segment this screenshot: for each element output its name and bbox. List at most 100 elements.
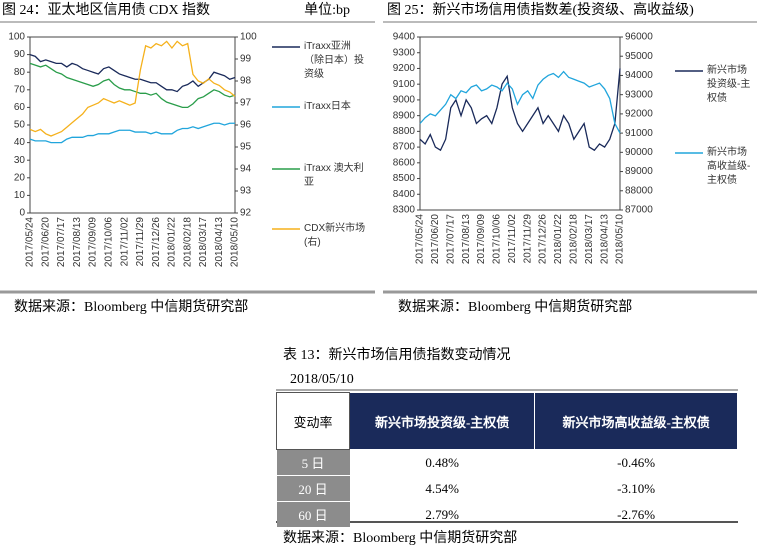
x-tick-label: 2017/05/24	[25, 217, 36, 267]
legend-label: 新兴市场投资级-主权债	[707, 65, 751, 104]
x-tick-label: 2017/10/06	[492, 214, 503, 264]
y-tick-label: 8800	[393, 126, 416, 137]
y-tick-label: 100	[8, 32, 25, 43]
y-tick-label: 9400	[393, 32, 416, 43]
x-tick-label: 2017/09/09	[88, 217, 99, 267]
x-tick-label: 2017/05/24	[415, 214, 426, 264]
y-tick-label: 80	[14, 67, 26, 78]
y2-tick-label: 93	[240, 186, 252, 197]
x-tick-label: 2018/02/18	[568, 214, 579, 264]
legend-label: CDX新兴市场(右)	[304, 223, 366, 248]
source: 数据来源：Bloomberg 中信期货研究部	[14, 300, 249, 315]
y2-tick-label: 94000	[625, 70, 653, 81]
plot-frame	[419, 36, 621, 211]
y-tick-label: 9300	[393, 47, 416, 58]
x-tick-label: 2017/10/06	[103, 217, 114, 267]
x-tick-label: 2017/06/20	[40, 217, 51, 267]
y2-tick-label: 89000	[625, 166, 653, 177]
cell: 2.79%	[425, 506, 459, 522]
y2-tick-label: 96	[240, 120, 252, 131]
y2-tick-label: 91000	[625, 128, 653, 139]
y2-tick-label: 87000	[625, 205, 653, 216]
table: 变动率 新兴市场投资级-主权债 新兴市场高收益级-主权债 5 日 0.48% -0.…	[276, 392, 738, 528]
y-tick-label: 9200	[393, 63, 416, 74]
x-tick-label: 2017/07/17	[445, 214, 456, 264]
x-tick-label: 2017/07/17	[56, 217, 67, 267]
header-cell: 新兴市场高收益级-主权债	[534, 392, 738, 450]
x-tick-label: 2017/11/29	[135, 217, 146, 267]
cell: 0.48%	[425, 454, 459, 470]
y-tick-label: 9000	[393, 95, 416, 106]
source: 数据来源：Bloomberg 中信期货研究部	[283, 531, 518, 546]
y-tick-label: 10	[14, 190, 26, 201]
y-tick-label: 60	[14, 102, 26, 113]
header-cell: 新兴市场投资级-主权债	[348, 392, 536, 450]
x-tick-label: 2018/05/10	[615, 214, 626, 264]
y-tick-label: 9100	[393, 79, 416, 90]
row: 60 日 2.79% -2.76%	[276, 501, 738, 528]
x-tick-label: 2018/03/17	[584, 214, 595, 264]
y-tick-label: 20	[14, 172, 26, 183]
x-tick-label: 2018/01/22	[167, 217, 178, 267]
y-tick-label: 8900	[393, 110, 416, 121]
x-tick-label: 2018/01/22	[553, 214, 564, 264]
series-line	[29, 122, 235, 144]
series-line	[419, 68, 621, 152]
cell: 60 日	[276, 501, 350, 528]
row: 5 日 0.48% -0.46%	[276, 449, 738, 476]
row: 20 日 4.54% -3.10%	[276, 475, 738, 502]
legend-label: 新兴市场高收益级-主权债	[707, 147, 751, 186]
table-title: 表 13：新兴市场信用债指数变动情况	[283, 348, 511, 363]
x-tick-label: 2017/08/13	[461, 214, 472, 264]
legend-label: iTraxx亚洲（除日本）投资级	[304, 41, 364, 80]
x-tick-label: 2017/11/29	[522, 214, 533, 264]
series-line	[419, 70, 621, 134]
x-tick-label: 2017/11/02	[119, 217, 130, 267]
x-tick-label: 2017/12/26	[538, 214, 549, 264]
y-tick-label: 30	[14, 155, 26, 166]
chart-title: 图 24：亚太地区信用债 CDX 指数	[2, 2, 210, 18]
y-tick-label: 8700	[393, 142, 416, 153]
y2-tick-label: 93000	[625, 89, 653, 100]
series-line	[29, 53, 236, 93]
y2-tick-label: 97	[240, 98, 252, 109]
table-date: 2018/05/10	[290, 372, 354, 387]
y2-tick-label: 92000	[625, 109, 653, 120]
y-tick-label: 8600	[393, 157, 416, 168]
x-tick-label: 2017/06/20	[430, 214, 441, 264]
x-tick-label: 2017/08/13	[72, 217, 83, 267]
cell: 20 日	[276, 475, 350, 502]
y2-tick-label: 95000	[625, 51, 653, 62]
header-cell: 变动率	[276, 392, 350, 450]
cell: -0.46%	[617, 454, 656, 470]
unit: 单位:bp	[304, 2, 350, 18]
chart-title: 图 25：新兴市场信用债指数差(投资级、高收益级)	[387, 1, 694, 18]
y2-tick-label: 95	[240, 142, 252, 153]
x-tick-label: 2018/02/18	[182, 217, 193, 267]
x-tick-label: 2017/09/09	[476, 214, 487, 264]
y2-tick-label: 96000	[625, 32, 653, 43]
header-row: 变动率 新兴市场投资级-主权债 新兴市场高收益级-主权债	[276, 392, 738, 450]
cell: -2.76%	[617, 506, 656, 522]
source: 数据来源：Bloomberg 中信期货研究部	[398, 300, 633, 315]
y2-tick-label: 99	[240, 54, 252, 65]
y-tick-label: 8500	[393, 173, 416, 184]
x-tick-label: 2018/04/13	[214, 217, 225, 267]
y2-tick-label: 92	[240, 208, 252, 219]
x-tick-label: 2018/05/10	[230, 217, 241, 267]
series-line	[29, 40, 236, 137]
cell: 5 日	[276, 449, 350, 476]
x-tick-label: 2017/12/26	[151, 217, 162, 267]
cell: 4.54%	[425, 480, 459, 496]
legend-label: iTraxx日本	[304, 101, 351, 112]
x-tick-label: 2018/03/17	[198, 217, 209, 267]
y-tick-label: 0	[19, 208, 25, 219]
x-tick-label: 2017/11/02	[507, 214, 518, 264]
y2-tick-label: 90000	[625, 147, 653, 158]
y-tick-label: 90	[14, 49, 26, 60]
y2-tick-label: 88000	[625, 185, 653, 196]
x-tick-label: 2018/04/13	[599, 214, 610, 264]
y-tick-label: 70	[14, 84, 26, 95]
